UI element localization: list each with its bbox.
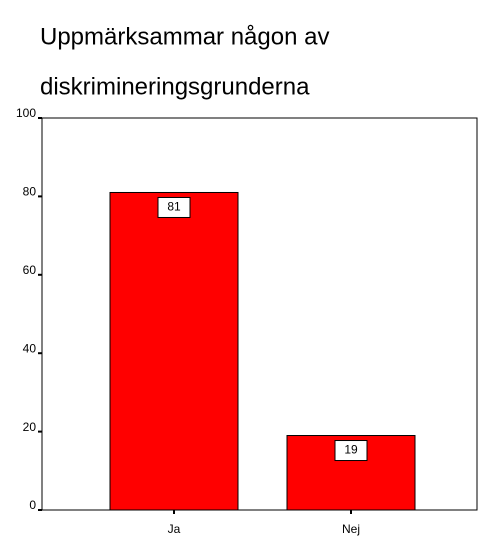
data-label: 81 xyxy=(167,200,181,214)
y-tick-label: 100 xyxy=(16,106,36,120)
y-tick-label: 0 xyxy=(29,498,36,512)
y-tick-label: 20 xyxy=(23,420,37,434)
chart-title: diskrimineringsgrunderna xyxy=(40,73,310,100)
x-tick-label: Ja xyxy=(168,522,181,536)
bar xyxy=(109,191,239,511)
x-tick-label: Nej xyxy=(342,522,360,536)
data-label-box xyxy=(157,196,191,218)
plot-frame xyxy=(41,117,478,511)
y-tick-label: 40 xyxy=(23,341,37,355)
chart-title: Uppmärksammar någon av xyxy=(40,23,329,50)
data-label-box xyxy=(334,440,368,462)
y-tick-label: 60 xyxy=(23,263,37,277)
y-tick-label: 80 xyxy=(23,185,37,199)
data-label: 19 xyxy=(344,443,358,457)
